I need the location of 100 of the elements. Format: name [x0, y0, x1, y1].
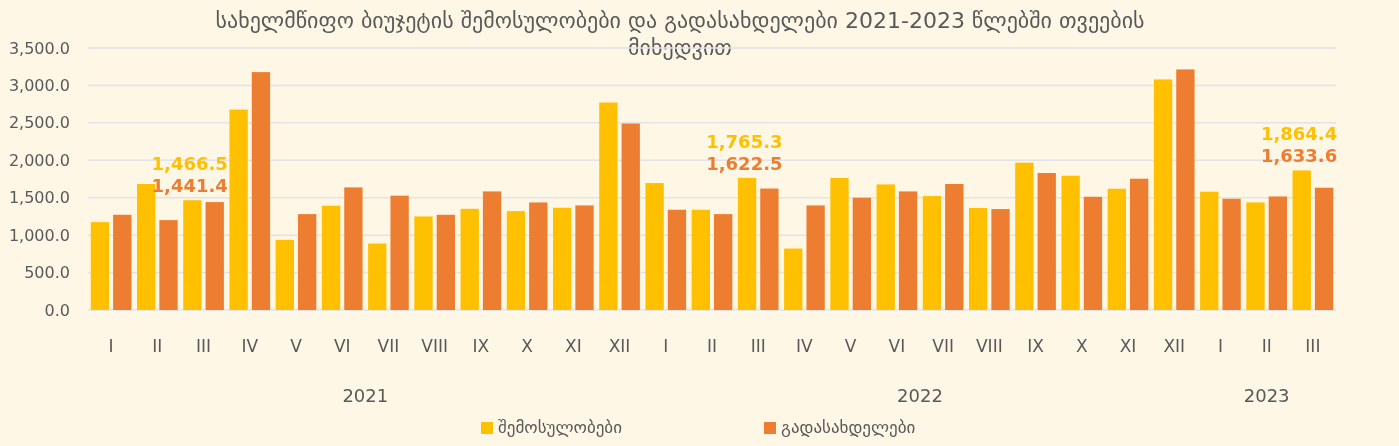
x-tick-label: III: [1305, 336, 1321, 356]
bar: [876, 184, 895, 310]
x-tick-label: VIII: [421, 336, 448, 356]
bar: [1246, 202, 1265, 310]
x-tick-label: IX: [1027, 336, 1045, 356]
y-tick-label: 3,000.0: [8, 76, 70, 96]
legend-label: შემოსულობები: [498, 417, 622, 437]
bar: [251, 72, 271, 310]
x-tick-label: I: [1217, 336, 1223, 356]
bar: [760, 188, 779, 310]
data-label: 1,765.3: [706, 130, 783, 152]
x-tick-label: VI: [888, 336, 906, 356]
bar: [645, 183, 664, 310]
y-tick-label: 0.0: [44, 300, 70, 320]
bar: [1314, 187, 1334, 310]
x-tick-label: XII: [608, 336, 631, 356]
bar: [945, 184, 964, 310]
x-tick-label: VII: [377, 336, 400, 356]
y-tick-label: 2,000.0: [8, 150, 70, 170]
bar: [529, 202, 548, 310]
bar: [1268, 196, 1288, 310]
y-tick-label: 500.0: [24, 263, 70, 283]
bar: [1176, 69, 1195, 310]
chart-title: სახელმწიფო ბიუჯეტის შემოსულობები და გადასახდელები 2021-2023 წლებში თვეების მიხედვით: [215, 8, 1145, 60]
bar: [553, 207, 572, 310]
data-label: 1,466.5: [151, 153, 228, 175]
bar: [390, 195, 409, 310]
data-label: 1,441.4: [151, 175, 228, 197]
x-tick-label: XII: [1163, 336, 1186, 356]
x-tick-label: I: [663, 336, 669, 356]
x-tick-label: II: [706, 336, 718, 356]
bar: [159, 220, 178, 310]
bar: [922, 196, 942, 310]
bar: [414, 216, 433, 310]
x-tick-label: III: [750, 336, 766, 356]
bar: [691, 209, 710, 310]
bar: [1130, 178, 1149, 310]
bar: [621, 123, 640, 310]
bar: [575, 205, 594, 310]
x-tick-label: II: [152, 336, 163, 356]
data-label: 1,633.6: [1260, 145, 1338, 167]
bar: [806, 205, 825, 310]
bar: [1015, 162, 1034, 310]
bar: [1083, 196, 1103, 310]
bar: [275, 239, 294, 310]
data-label: 1,864.4: [1260, 123, 1338, 145]
bar: [506, 211, 526, 310]
bar: [229, 109, 248, 310]
text: 2022: [897, 385, 943, 406]
bar: [599, 102, 618, 310]
bar: [1061, 175, 1080, 310]
x-tick-label: V: [844, 336, 857, 356]
x-tick-label: IV: [241, 336, 259, 356]
x-tick-label: XI: [1119, 336, 1137, 356]
bar: [1292, 170, 1311, 310]
y-tick-label: 2,500.0: [8, 113, 70, 133]
bar: [344, 187, 363, 310]
x-tick-label: V: [290, 336, 303, 356]
bar: [1037, 173, 1056, 310]
x-tick-label: XI: [565, 336, 582, 356]
legend-label: გადასახდელები: [781, 417, 916, 437]
x-tick-label: IX: [472, 336, 490, 356]
bar: [183, 200, 202, 310]
bar: [205, 202, 224, 310]
bar: [830, 178, 849, 310]
x-tick-label: X: [521, 336, 534, 356]
y-tick-label: 3,500.0: [8, 38, 70, 58]
bar: [368, 243, 387, 310]
bar: [460, 208, 479, 310]
bar: [714, 214, 733, 310]
text: 2023: [1243, 385, 1290, 406]
bar: [667, 209, 687, 310]
x-tick-label: X: [1075, 336, 1088, 356]
bar: [969, 208, 988, 310]
x-tick-label: III: [196, 336, 212, 356]
bar: [113, 214, 132, 310]
y-tick-label: 1,500.0: [8, 188, 70, 208]
x-tick-label: II: [1261, 336, 1272, 356]
x-tick-label: IV: [796, 336, 814, 356]
bar: [1107, 188, 1126, 310]
bar: [1222, 198, 1241, 310]
bar: [898, 191, 918, 310]
bar: [321, 205, 341, 310]
x-tick-label: VIII: [976, 336, 1003, 356]
bar: [991, 209, 1010, 310]
bar: [737, 177, 757, 310]
bar: [482, 191, 502, 310]
x-tick-label: I: [108, 336, 114, 356]
text: 2021: [342, 385, 389, 406]
bar: [436, 214, 455, 310]
x-tick-label: VII: [932, 336, 954, 356]
bar: [1153, 79, 1173, 310]
bar: [1200, 191, 1219, 310]
bar: [90, 222, 110, 310]
bar: [852, 197, 871, 310]
bar: [784, 248, 803, 310]
y-tick-label: 1,000.0: [8, 225, 70, 245]
x-tick-label: VI: [333, 336, 351, 356]
data-label: 1,622.5: [706, 152, 783, 174]
bar: [298, 214, 317, 310]
